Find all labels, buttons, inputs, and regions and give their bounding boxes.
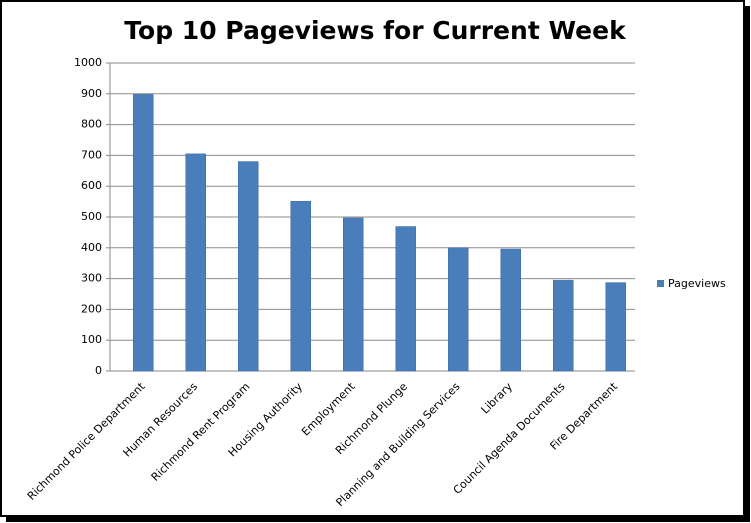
y-tick-label: 800 — [81, 118, 102, 131]
bar — [448, 247, 469, 372]
y-tick-label: 100 — [81, 333, 102, 346]
y-tick-label: 1000 — [74, 56, 102, 69]
bar — [553, 279, 574, 372]
bar — [605, 282, 626, 372]
bar — [500, 248, 521, 372]
legend-swatch — [657, 280, 664, 287]
y-tick-label: 900 — [81, 87, 102, 100]
y-tick-label: 300 — [81, 272, 102, 285]
bar — [290, 201, 311, 372]
y-tick-label: 400 — [81, 241, 102, 254]
y-tick-label: 500 — [81, 210, 102, 223]
legend-label: Pageviews — [668, 277, 726, 290]
bar — [343, 217, 364, 372]
bar — [238, 161, 259, 372]
frame-shadow — [6, 517, 750, 522]
y-tick-label: 600 — [81, 179, 102, 192]
bar — [185, 153, 206, 372]
frame-shadow — [745, 6, 750, 521]
bar — [395, 226, 416, 372]
bar — [133, 94, 154, 372]
y-tick-label: 0 — [95, 364, 102, 377]
y-tick-label: 200 — [81, 302, 102, 315]
y-tick-label: 700 — [81, 148, 102, 161]
chart-title: Top 10 Pageviews for Current Week — [124, 16, 627, 45]
